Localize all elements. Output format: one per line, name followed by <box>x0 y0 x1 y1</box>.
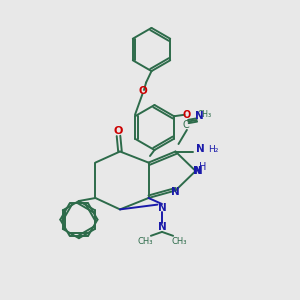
Text: N: N <box>196 144 205 154</box>
Text: O: O <box>182 110 191 120</box>
Text: O: O <box>114 125 123 136</box>
Text: CH₃: CH₃ <box>137 237 153 246</box>
Text: N: N <box>193 166 202 176</box>
Text: O: O <box>138 86 147 97</box>
Text: H: H <box>200 161 207 172</box>
Text: CH₃: CH₃ <box>171 237 187 246</box>
Text: N: N <box>158 202 166 213</box>
Text: N: N <box>194 166 202 176</box>
Text: N: N <box>170 187 179 197</box>
Text: N: N <box>158 222 166 233</box>
Text: C: C <box>183 119 190 130</box>
Text: CH₃: CH₃ <box>198 110 212 118</box>
Text: H₂: H₂ <box>208 145 218 154</box>
Text: N: N <box>194 111 203 121</box>
